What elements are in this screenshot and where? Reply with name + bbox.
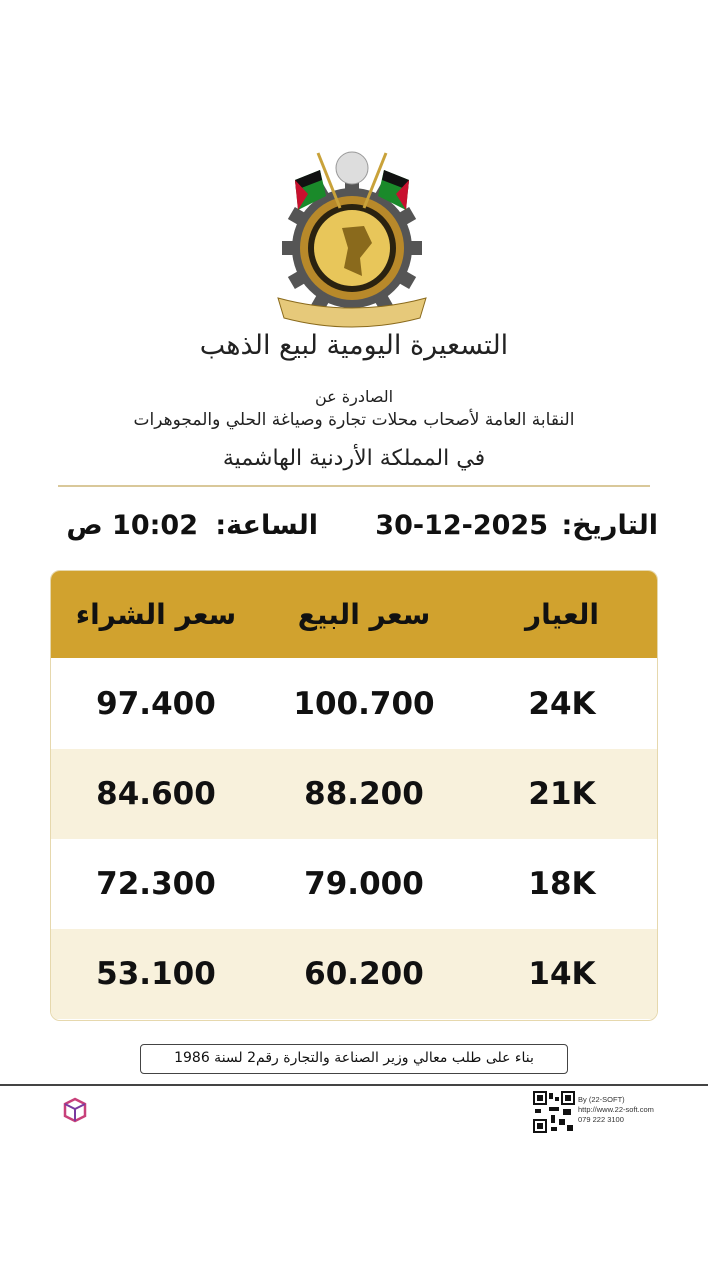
- column-header-karat: العيار: [525, 598, 599, 631]
- credit-by: By (22-SOFT): [578, 1095, 625, 1104]
- table-row: 24K 100.700 97.400: [51, 659, 657, 749]
- time-label: الساعة:: [215, 510, 318, 541]
- issued-by-label: الصادرة عن: [314, 387, 394, 406]
- buy-price-cell: 97.400: [96, 686, 216, 722]
- date-value: 30-12-2025: [375, 510, 548, 541]
- column-header-sell: سعر البيع: [297, 598, 431, 631]
- footer-divider: [0, 1084, 708, 1086]
- time-value: 10:02 ص: [66, 510, 198, 541]
- sell-price-cell: 100.700: [293, 686, 435, 722]
- buy-price-cell: 53.100: [96, 956, 216, 992]
- qr-code-icon[interactable]: [533, 1091, 575, 1133]
- karat-cell: 18K: [528, 866, 596, 902]
- karat-cell: 24K: [528, 686, 596, 722]
- sell-price-cell: 88.200: [304, 776, 424, 812]
- table-row: 18K 79.000 72.300: [51, 839, 657, 929]
- sell-price-cell: 60.200: [304, 956, 424, 992]
- buy-price-cell: 84.600: [96, 776, 216, 812]
- date-label: التاريخ:: [561, 510, 659, 541]
- karat-cell: 21K: [528, 776, 596, 812]
- table-row: 21K 88.200 84.600: [51, 749, 657, 839]
- page-title: التسعيرة اليومية لبيع الذهب: [199, 330, 509, 361]
- union-name: النقابة العامة لأصحاب محلات تجارة وصياغة…: [133, 410, 575, 430]
- column-header-buy: سعر الشراء: [75, 598, 237, 631]
- credit-phone: 079 222 3100: [578, 1115, 624, 1124]
- sell-price-cell: 79.000: [304, 866, 424, 902]
- table-row: 14K 60.200 53.100: [51, 929, 657, 1019]
- karat-cell: 14K: [528, 956, 596, 992]
- date-time-row: التاريخ: 30-12-2025 الساعة: 10:02 ص: [58, 510, 658, 550]
- credit-url[interactable]: http://www.22-soft.com: [578, 1105, 654, 1114]
- table-header: العيار سعر البيع سعر الشراء: [51, 571, 657, 658]
- 22-soft-cube-logo-icon: [63, 1097, 87, 1123]
- ministry-note: بناء على طلب معالي وزير الصناعة والتجارة…: [140, 1044, 568, 1074]
- kingdom-name: في المملكة الأردنية الهاشمية: [222, 446, 486, 471]
- buy-price-cell: 72.300: [96, 866, 216, 902]
- gold-price-table: العيار سعر البيع سعر الشراء 24K 100.700 …: [50, 570, 658, 1021]
- jewelers-union-emblem-icon: [277, 151, 427, 328]
- developer-credit: By (22-SOFT) http://www.22-soft.com 079 …: [578, 1095, 654, 1125]
- divider: [58, 485, 650, 487]
